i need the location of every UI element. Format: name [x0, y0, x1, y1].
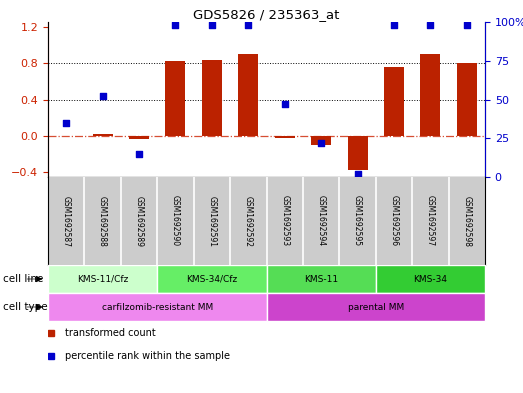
Text: GSM1692597: GSM1692597 — [426, 195, 435, 246]
Text: GSM1692593: GSM1692593 — [280, 195, 289, 246]
Point — [244, 22, 253, 28]
Text: KMS-11: KMS-11 — [304, 274, 338, 283]
Bar — [48, 293, 267, 321]
Point — [98, 93, 107, 99]
Point — [62, 119, 71, 126]
Point — [280, 101, 289, 107]
Text: GSM1692596: GSM1692596 — [390, 195, 399, 246]
Bar — [267, 265, 376, 293]
Text: KMS-34/Cfz: KMS-34/Cfz — [186, 274, 237, 283]
Text: cell line: cell line — [3, 274, 43, 284]
Point — [317, 140, 325, 146]
Title: GDS5826 / 235363_at: GDS5826 / 235363_at — [194, 8, 339, 21]
Point — [135, 151, 143, 157]
Bar — [376, 265, 485, 293]
Point — [463, 22, 471, 28]
Text: GSM1692594: GSM1692594 — [316, 195, 326, 246]
Text: percentile rank within the sample: percentile rank within the sample — [65, 351, 230, 361]
Text: transformed count: transformed count — [65, 328, 155, 338]
Bar — [347, 136, 368, 170]
Text: GSM1692592: GSM1692592 — [244, 195, 253, 246]
Text: KMS-34: KMS-34 — [413, 274, 447, 283]
Point — [426, 22, 435, 28]
Text: GSM1692598: GSM1692598 — [462, 195, 471, 246]
Text: KMS-11/Cfz: KMS-11/Cfz — [77, 274, 128, 283]
Bar — [311, 136, 331, 145]
Text: cell type: cell type — [3, 302, 47, 312]
Bar — [129, 136, 149, 139]
Bar — [202, 60, 222, 136]
Point — [354, 171, 362, 177]
Text: parental MM: parental MM — [348, 303, 404, 312]
Bar — [93, 134, 112, 136]
Text: GSM1692587: GSM1692587 — [62, 195, 71, 246]
Point — [171, 22, 179, 28]
Bar — [157, 265, 267, 293]
Text: GSM1692588: GSM1692588 — [98, 196, 107, 246]
Bar — [48, 265, 157, 293]
Bar — [275, 136, 295, 138]
Text: GSM1692589: GSM1692589 — [134, 195, 143, 246]
Text: GSM1692595: GSM1692595 — [353, 195, 362, 246]
Point — [390, 22, 398, 28]
Bar — [238, 54, 258, 136]
Text: carfilzomib-resistant MM: carfilzomib-resistant MM — [101, 303, 213, 312]
Bar — [165, 61, 186, 136]
Text: GSM1692591: GSM1692591 — [208, 195, 217, 246]
Text: GSM1692590: GSM1692590 — [171, 195, 180, 246]
Point — [208, 22, 216, 28]
Bar — [420, 54, 440, 136]
Bar — [457, 63, 477, 136]
Bar — [384, 67, 404, 136]
Bar — [267, 293, 485, 321]
